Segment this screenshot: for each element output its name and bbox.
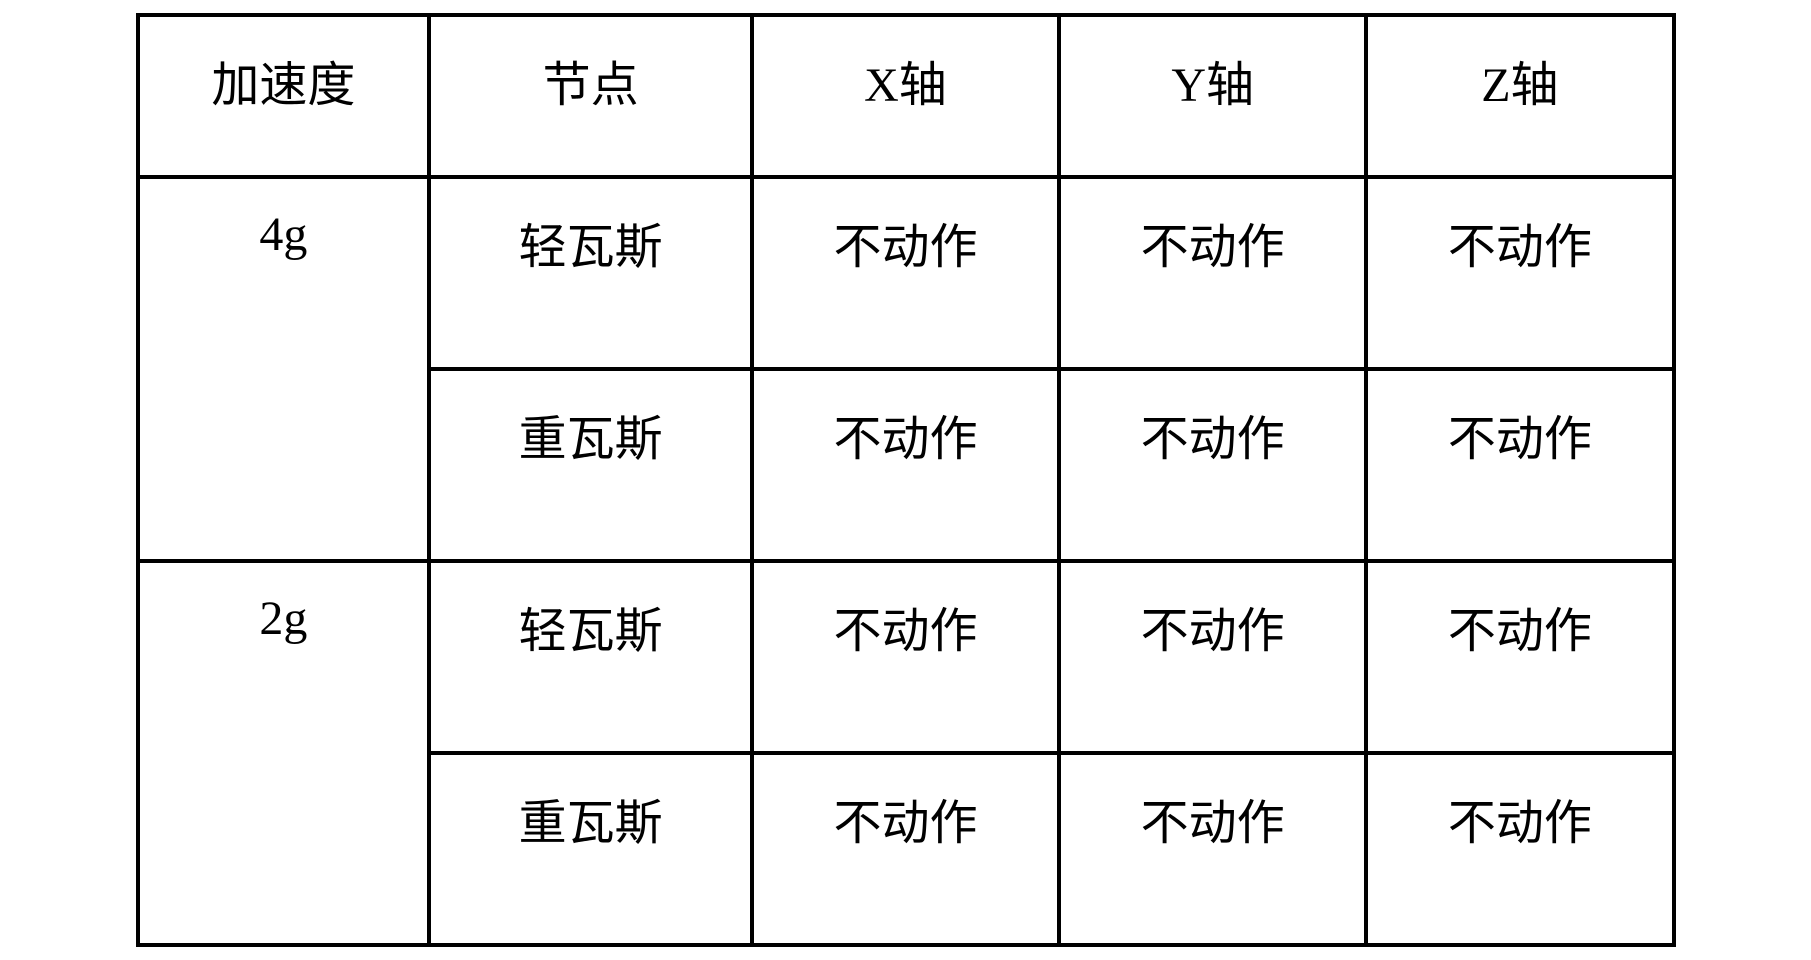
cell-x: 不动作 [752, 369, 1059, 561]
header-x-axis: X轴 [752, 15, 1059, 177]
header-node: 节点 [429, 15, 752, 177]
cell-x: 不动作 [752, 561, 1059, 753]
cell-y: 不动作 [1059, 561, 1366, 753]
cell-node: 重瓦斯 [429, 753, 752, 945]
cell-z: 不动作 [1366, 177, 1673, 369]
header-y-axis: Y轴 [1059, 15, 1366, 177]
cell-accel: 4g [138, 177, 430, 561]
cell-y: 不动作 [1059, 177, 1366, 369]
cell-node: 重瓦斯 [429, 369, 752, 561]
cell-node: 轻瓦斯 [429, 177, 752, 369]
header-accel: 加速度 [138, 15, 430, 177]
table-header-row: 加速度 节点 X轴 Y轴 Z轴 [138, 15, 1674, 177]
cell-z: 不动作 [1366, 561, 1673, 753]
cell-node: 轻瓦斯 [429, 561, 752, 753]
cell-z: 不动作 [1366, 369, 1673, 561]
cell-x: 不动作 [752, 177, 1059, 369]
data-table-container: 加速度 节点 X轴 Y轴 Z轴 4g 轻瓦斯 不动作 不动作 不动作 重瓦斯 不… [136, 13, 1676, 947]
data-table: 加速度 节点 X轴 Y轴 Z轴 4g 轻瓦斯 不动作 不动作 不动作 重瓦斯 不… [136, 13, 1676, 947]
header-z-axis: Z轴 [1366, 15, 1673, 177]
cell-y: 不动作 [1059, 369, 1366, 561]
cell-y: 不动作 [1059, 753, 1366, 945]
cell-x: 不动作 [752, 753, 1059, 945]
table-row: 4g 轻瓦斯 不动作 不动作 不动作 [138, 177, 1674, 369]
cell-accel: 2g [138, 561, 430, 945]
table-row: 2g 轻瓦斯 不动作 不动作 不动作 [138, 561, 1674, 753]
cell-z: 不动作 [1366, 753, 1673, 945]
